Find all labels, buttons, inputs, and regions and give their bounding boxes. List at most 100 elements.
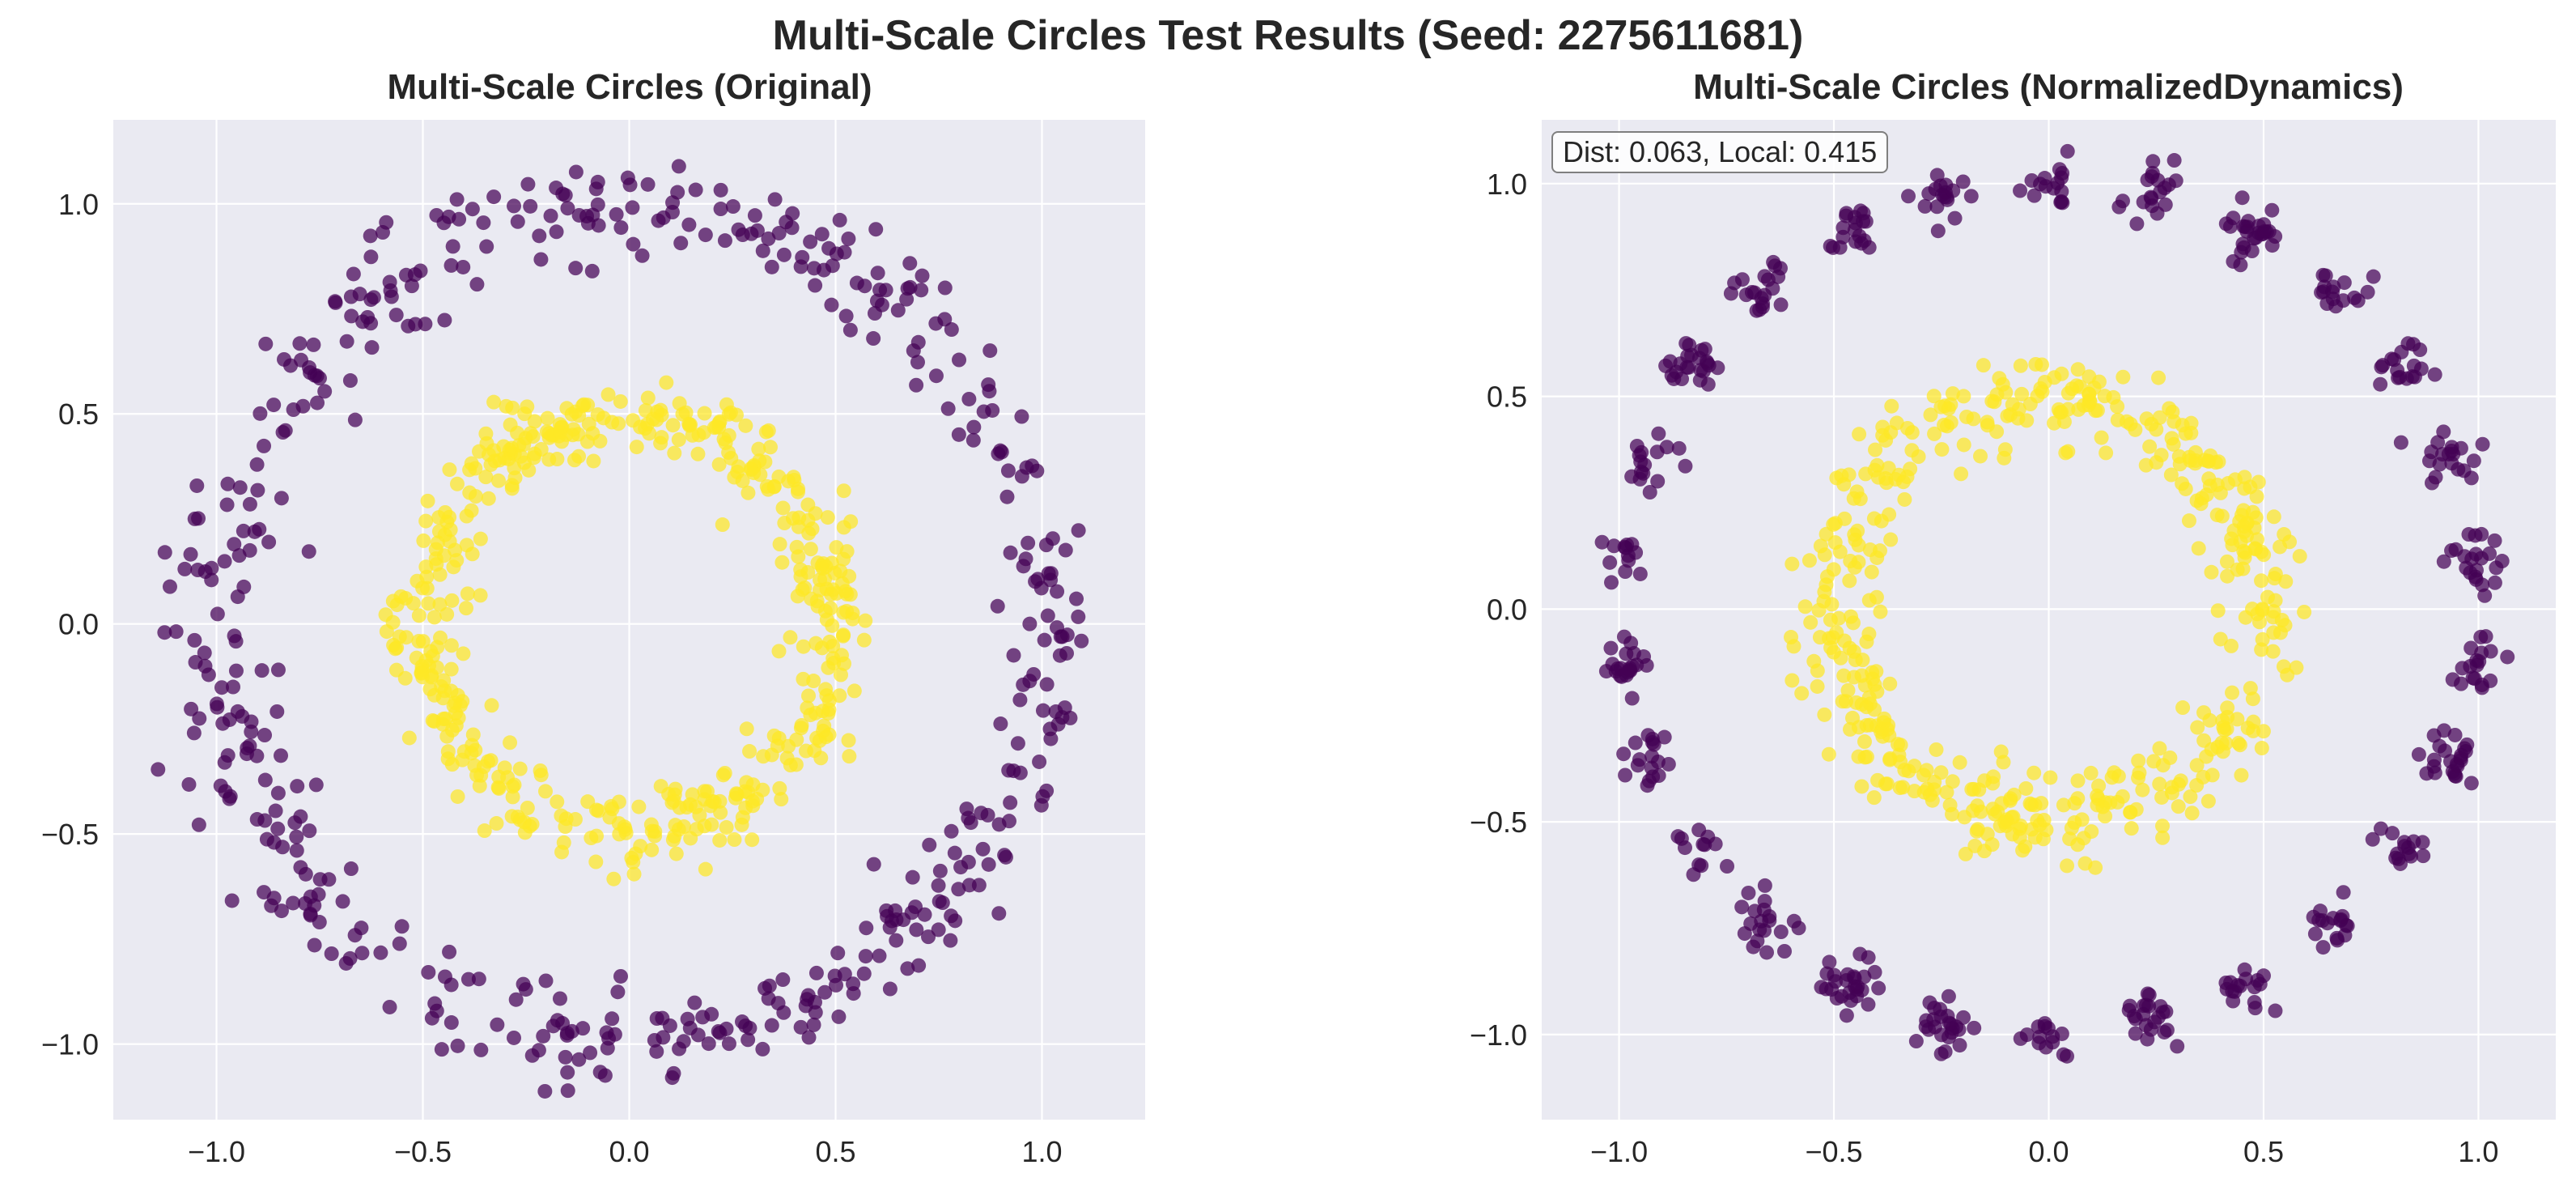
scatter-point <box>224 893 240 908</box>
scatter-point <box>2202 712 2217 728</box>
scatter-point <box>201 667 216 682</box>
scatter-point <box>448 705 463 721</box>
scatter-point <box>771 469 787 484</box>
scatter-point <box>841 231 856 246</box>
scatter-point <box>445 239 460 254</box>
scatter-point <box>249 457 265 472</box>
scatter-point <box>558 811 574 827</box>
scatter-point <box>1854 779 1869 794</box>
scatter-point <box>286 895 301 911</box>
scatter-point <box>2400 840 2416 855</box>
scatter-point <box>2438 743 2453 759</box>
scatter-point <box>270 785 286 801</box>
scatter-point <box>724 450 739 466</box>
scatter-point <box>981 377 996 393</box>
scatter-point <box>274 491 289 506</box>
scatter-point <box>1786 913 1802 929</box>
scatter-point <box>307 368 322 383</box>
scatter-point <box>2150 1010 2166 1025</box>
scatter-point <box>749 223 765 238</box>
scatter-point <box>644 842 660 857</box>
scatter-point <box>2219 554 2234 569</box>
scatter-point <box>1884 398 1899 414</box>
left-x-tick-label: −0.5 <box>394 1135 452 1168</box>
scatter-point <box>1762 908 1777 924</box>
scatter-point <box>2427 765 2442 780</box>
scatter-point <box>2468 572 2484 587</box>
scatter-point <box>560 1065 575 1080</box>
scatter-point <box>1927 1001 1942 1016</box>
scatter-point <box>1891 467 1907 483</box>
scatter-point <box>914 283 929 298</box>
scatter-point <box>762 440 778 455</box>
scatter-point <box>533 442 549 457</box>
scatter-point <box>247 524 262 539</box>
scatter-point <box>2223 638 2239 653</box>
scatter-point <box>1942 1015 1957 1031</box>
left-y-tick-label: 0.5 <box>58 398 99 431</box>
scatter-point <box>944 322 959 338</box>
scatter-point <box>2360 284 2375 300</box>
scatter-point <box>998 849 1013 865</box>
scatter-point <box>2086 380 2102 395</box>
scatter-point <box>2393 435 2408 450</box>
scatter-point <box>1773 297 1789 313</box>
scatter-point <box>583 1045 598 1061</box>
scatter-point <box>783 630 798 645</box>
scatter-point <box>2306 909 2321 925</box>
scatter-point <box>1975 358 1991 373</box>
scatter-point <box>181 776 197 792</box>
scatter-point <box>1006 648 1021 663</box>
scatter-point <box>197 645 212 661</box>
scatter-point <box>653 436 668 451</box>
scatter-point <box>2447 727 2463 742</box>
scatter-point <box>1955 174 1971 189</box>
scatter-point <box>991 446 1006 461</box>
scatter-point <box>1966 411 1981 427</box>
scatter-point <box>785 206 800 221</box>
scatter-point <box>2026 765 2042 780</box>
scatter-point <box>157 545 172 560</box>
scatter-point <box>1797 599 1813 614</box>
scatter-point <box>1803 614 1818 630</box>
scatter-point <box>1785 556 1800 572</box>
scatter-point <box>1019 460 1034 475</box>
scatter-point <box>821 693 837 708</box>
scatter-point <box>2183 789 2198 805</box>
scatter-point <box>505 400 520 415</box>
scatter-point <box>277 351 292 367</box>
scatter-point <box>801 1030 817 1045</box>
scatter-point <box>2447 768 2463 784</box>
scatter-point <box>2164 785 2179 801</box>
scatter-point <box>1941 989 1956 1004</box>
scatter-point <box>2047 370 2062 385</box>
scatter-point <box>993 716 1008 732</box>
scatter-point <box>721 1036 736 1052</box>
scatter-point <box>2018 780 2034 796</box>
scatter-point <box>1861 627 1877 642</box>
scatter-point <box>2237 962 2252 977</box>
scatter-point <box>375 225 390 240</box>
scatter-point <box>806 674 821 689</box>
scatter-point <box>2330 933 2345 948</box>
scatter-point <box>253 406 268 421</box>
scatter-point <box>2234 244 2249 260</box>
scatter-point <box>1628 735 1643 750</box>
scatter-point <box>668 846 684 861</box>
scatter-point <box>2307 926 2323 942</box>
scatter-point <box>210 606 225 622</box>
scatter-point <box>1869 664 1884 679</box>
scatter-point <box>976 404 991 419</box>
scatter-point <box>807 743 822 759</box>
scatter-point <box>751 441 766 457</box>
scatter-point <box>2136 194 2151 210</box>
scatter-point <box>239 746 254 762</box>
scatter-point <box>2060 1048 2075 1064</box>
scatter-point <box>683 831 698 846</box>
scatter-point <box>872 948 887 963</box>
scatter-point <box>836 605 851 620</box>
scatter-point <box>665 195 681 210</box>
scatter-point <box>401 730 417 746</box>
scatter-point <box>1771 269 1786 284</box>
